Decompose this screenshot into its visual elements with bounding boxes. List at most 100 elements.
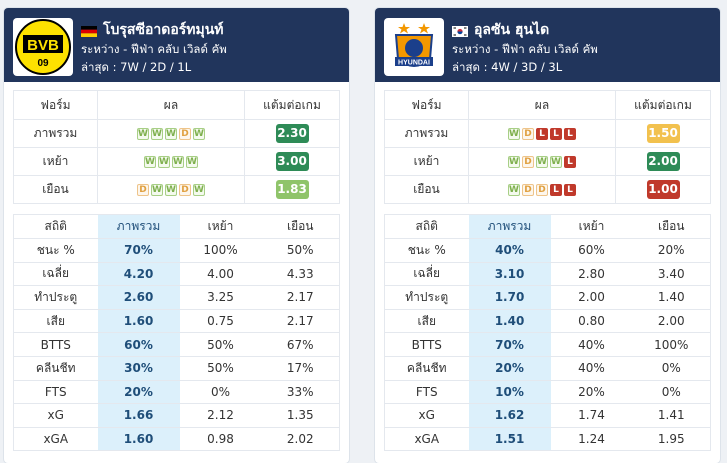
result-chip[interactable]: L xyxy=(564,184,576,196)
form-row: เหย้า W D W W L 2.00 xyxy=(384,147,711,176)
stat-overall: 70% xyxy=(468,332,551,357)
form-row: ภาพรวม W D L L L 1.50 xyxy=(384,119,711,148)
svg-text:HYUNDAI: HYUNDAI xyxy=(398,60,430,67)
last-record: ล่าสุด : 4W / 3D / 3L xyxy=(452,60,563,74)
team-name[interactable]: อุลซัน ฮุนได xyxy=(452,19,549,41)
result-chip[interactable]: W xyxy=(151,128,163,140)
result-chip[interactable]: W xyxy=(165,184,177,196)
result-chip[interactable]: W xyxy=(186,156,198,168)
stat-label: ทำประตู xyxy=(13,285,98,310)
stat-home: 50% xyxy=(179,332,262,357)
stat-row: เสีย 1.40 0.80 2.00 xyxy=(384,308,711,334)
stat-label: xGA xyxy=(384,426,469,452)
result-chip[interactable]: D xyxy=(536,184,548,196)
stat-overall: 1.60 xyxy=(97,308,180,334)
form-row-label: เยือน xyxy=(13,175,98,204)
form-table: ฟอร์ม ผล แต้มต่อเกม ภาพรวม W D L L L 1.50 เหย้า… xyxy=(384,90,711,204)
stat-row: FTS 10% 20% 0% xyxy=(384,379,711,405)
result-chip[interactable]: W xyxy=(144,156,156,168)
stat-row: FTS 20% 0% 33% xyxy=(13,379,340,405)
stat-home: 50% xyxy=(179,355,262,381)
stat-label: ชนะ % xyxy=(13,238,98,263)
stat-row: xGA 1.51 1.24 1.95 xyxy=(384,426,711,452)
ppg-badge: 3.00 xyxy=(275,152,309,171)
ppg-header: แต้มต่อเกม xyxy=(244,90,340,120)
last-record: ล่าสุด : 7W / 2D / 1L xyxy=(81,60,192,74)
ppg-badge: 2.30 xyxy=(275,124,309,143)
result-chip[interactable]: L xyxy=(550,184,562,196)
overall-header[interactable]: ภาพรวม xyxy=(468,214,551,239)
form-row: เยือน D W W D W 1.83 xyxy=(13,175,340,204)
stat-label: คลีนชีท xyxy=(13,355,98,381)
stat-overall: 3.10 xyxy=(468,261,551,287)
result-chip[interactable]: D xyxy=(522,184,534,196)
result-chip[interactable]: W xyxy=(158,156,170,168)
result-chip[interactable]: D xyxy=(522,156,534,168)
ppg-cell: 1.00 xyxy=(615,175,711,204)
home-header[interactable]: เหย้า xyxy=(550,214,633,239)
form-header: ฟอร์ม xyxy=(384,90,469,120)
result-chip[interactable]: L xyxy=(564,156,576,168)
dortmund-logo[interactable]: BVB 09 xyxy=(13,18,73,76)
stat-row: เฉลี่ย 4.20 4.00 4.33 xyxy=(13,261,340,287)
stat-home: 2.12 xyxy=(179,403,262,428)
stat-row: xG 1.66 2.12 1.35 xyxy=(13,403,340,428)
result-chip[interactable]: W xyxy=(165,128,177,140)
result-chip[interactable]: W xyxy=(508,128,520,140)
form-table: ฟอร์ม ผล แต้มต่อเกม ภาพรวม W W W D W 2.30 เหย้า… xyxy=(13,90,340,204)
result-chip[interactable]: D xyxy=(137,184,149,196)
result-chip[interactable]: W xyxy=(550,156,562,168)
stat-row: xGA 1.60 0.98 2.02 xyxy=(13,426,340,452)
stat-home: 3.25 xyxy=(179,285,262,310)
ppg-badge: 2.00 xyxy=(646,152,680,171)
stats-table: สถิติ ภาพรวม เหย้า เยือน ชนะ % 40% 60% 20% เ… xyxy=(384,214,711,452)
result-header: ผล xyxy=(468,90,616,120)
stat-overall: 1.70 xyxy=(468,285,551,310)
team-name[interactable]: โบรุสซีอาดอร์ทมุนท์ xyxy=(81,19,224,41)
stat-overall: 1.66 xyxy=(97,403,180,428)
result-chip[interactable]: W xyxy=(508,156,520,168)
home-header[interactable]: เหย้า xyxy=(179,214,262,239)
stat-away: 17% xyxy=(261,355,340,381)
stat-row: xG 1.62 1.74 1.41 xyxy=(384,403,711,428)
stat-home: 0.80 xyxy=(550,308,633,334)
result-chip[interactable]: D xyxy=(179,128,191,140)
result-chip[interactable]: W xyxy=(193,128,205,140)
result-chip[interactable]: W xyxy=(137,128,149,140)
stat-away: 1.35 xyxy=(261,403,340,428)
overall-header[interactable]: ภาพรวม xyxy=(97,214,180,239)
stat-label: FTS xyxy=(384,379,469,405)
stat-overall: 20% xyxy=(97,379,180,405)
stat-label: เสีย xyxy=(13,308,98,334)
result-chip[interactable]: D xyxy=(179,184,191,196)
stat-overall: 40% xyxy=(468,238,551,263)
result-chip[interactable]: W xyxy=(151,184,163,196)
stat-home: 0.98 xyxy=(179,426,262,452)
stat-label: เสีย xyxy=(384,308,469,334)
result-chip[interactable]: W xyxy=(193,184,205,196)
result-chip[interactable]: W xyxy=(508,184,520,196)
away-header[interactable]: เยือน xyxy=(632,214,711,239)
result-chip[interactable]: D xyxy=(522,128,534,140)
stats-table: สถิติ ภาพรวม เหย้า เยือน ชนะ % 70% 100% 50%… xyxy=(13,214,340,452)
ppg-cell: 2.30 xyxy=(244,119,340,148)
result-chip[interactable]: L xyxy=(564,128,576,140)
south-korea-flag-icon xyxy=(452,25,468,37)
svg-text:09: 09 xyxy=(37,58,49,69)
ppg-badge: 1.50 xyxy=(646,124,680,143)
form-row-label: ภาพรวม xyxy=(13,119,98,148)
stat-away: 3.40 xyxy=(632,261,711,287)
team-card-ulsan: HYUNDAI อุลซัน ฮุนได ระหว่าง - ฟีฟ่า คลั… xyxy=(375,8,720,463)
stat-home: 2.80 xyxy=(550,261,633,287)
result-chip[interactable]: L xyxy=(550,128,562,140)
stat-away: 0% xyxy=(632,355,711,381)
ulsan-logo[interactable]: HYUNDAI xyxy=(384,18,444,76)
result-chip[interactable]: W xyxy=(172,156,184,168)
stat-row: ชนะ % 40% 60% 20% xyxy=(384,238,711,263)
result-chip[interactable]: L xyxy=(536,128,548,140)
result-chip[interactable]: W xyxy=(536,156,548,168)
away-header[interactable]: เยือน xyxy=(261,214,340,239)
